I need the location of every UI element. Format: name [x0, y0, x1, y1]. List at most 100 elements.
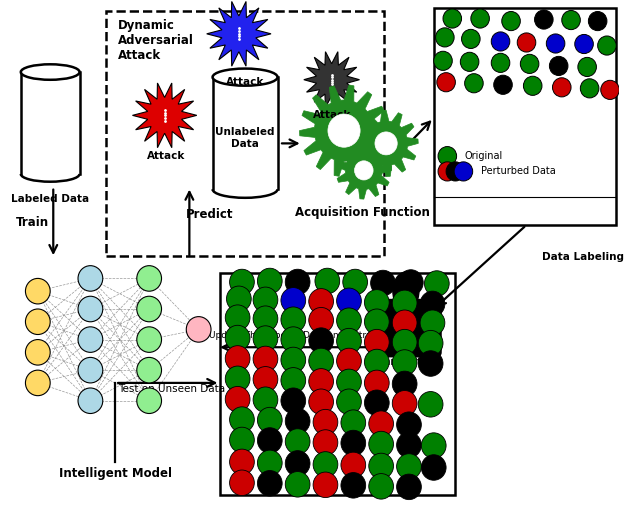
- Ellipse shape: [137, 327, 161, 353]
- Ellipse shape: [137, 388, 161, 413]
- Ellipse shape: [454, 162, 473, 181]
- Text: Test on Unseen Data: Test on Unseen Data: [118, 384, 225, 394]
- Ellipse shape: [225, 305, 250, 331]
- Ellipse shape: [364, 390, 389, 415]
- Ellipse shape: [285, 429, 310, 454]
- Ellipse shape: [186, 317, 211, 342]
- Ellipse shape: [313, 430, 338, 455]
- Ellipse shape: [328, 114, 360, 147]
- Text: Original: Original: [465, 151, 503, 161]
- Ellipse shape: [392, 310, 417, 336]
- Ellipse shape: [392, 390, 417, 416]
- Ellipse shape: [438, 162, 456, 181]
- Ellipse shape: [438, 147, 456, 166]
- Ellipse shape: [230, 269, 254, 295]
- Ellipse shape: [392, 330, 417, 355]
- Ellipse shape: [315, 268, 340, 294]
- Ellipse shape: [308, 368, 333, 394]
- Polygon shape: [336, 142, 392, 199]
- Ellipse shape: [421, 433, 446, 458]
- Ellipse shape: [341, 410, 365, 435]
- Ellipse shape: [337, 369, 362, 394]
- Ellipse shape: [253, 326, 278, 352]
- Ellipse shape: [562, 11, 580, 30]
- Ellipse shape: [137, 266, 161, 291]
- Ellipse shape: [285, 269, 310, 295]
- Text: Perturbed Data: Perturbed Data: [481, 167, 556, 176]
- Ellipse shape: [375, 132, 397, 155]
- Ellipse shape: [397, 474, 421, 500]
- Ellipse shape: [461, 29, 480, 49]
- Ellipse shape: [421, 455, 446, 480]
- Text: Dynamic
Adversarial
Attack: Dynamic Adversarial Attack: [118, 18, 194, 61]
- Ellipse shape: [397, 454, 421, 479]
- Ellipse shape: [78, 266, 103, 291]
- Text: Attack: Attack: [226, 77, 264, 87]
- Ellipse shape: [341, 430, 365, 456]
- Ellipse shape: [364, 330, 389, 355]
- Ellipse shape: [253, 387, 278, 412]
- Ellipse shape: [78, 388, 103, 413]
- Text: Update The Labeled Data and Retrain: Update The Labeled Data and Retrain: [209, 331, 380, 340]
- Ellipse shape: [492, 53, 510, 73]
- Ellipse shape: [355, 161, 373, 180]
- Ellipse shape: [308, 328, 333, 354]
- Ellipse shape: [575, 34, 593, 54]
- Ellipse shape: [230, 470, 254, 496]
- FancyBboxPatch shape: [434, 8, 616, 225]
- Ellipse shape: [308, 308, 333, 333]
- Polygon shape: [304, 52, 360, 108]
- Ellipse shape: [437, 73, 456, 92]
- Ellipse shape: [341, 452, 365, 478]
- Ellipse shape: [588, 12, 607, 31]
- Ellipse shape: [253, 287, 278, 313]
- Ellipse shape: [26, 340, 50, 365]
- Ellipse shape: [534, 10, 553, 29]
- Ellipse shape: [281, 327, 306, 353]
- FancyBboxPatch shape: [212, 77, 278, 189]
- Ellipse shape: [281, 347, 306, 373]
- Ellipse shape: [369, 411, 394, 436]
- Ellipse shape: [369, 431, 394, 457]
- Ellipse shape: [26, 278, 50, 304]
- Ellipse shape: [446, 162, 465, 181]
- Ellipse shape: [313, 452, 338, 477]
- Ellipse shape: [337, 348, 362, 374]
- Ellipse shape: [552, 78, 571, 97]
- Ellipse shape: [257, 471, 282, 496]
- Ellipse shape: [598, 36, 616, 55]
- Text: Acquisition Function: Acquisition Function: [295, 205, 430, 219]
- Text: Intelligent Model: Intelligent Model: [59, 467, 172, 480]
- Ellipse shape: [392, 350, 417, 375]
- Ellipse shape: [26, 370, 50, 396]
- Ellipse shape: [337, 288, 362, 314]
- Ellipse shape: [20, 64, 79, 80]
- Ellipse shape: [257, 450, 282, 476]
- Text: Unlabeled
Data: Unlabeled Data: [215, 127, 275, 149]
- Ellipse shape: [420, 291, 445, 317]
- Ellipse shape: [397, 412, 421, 437]
- Ellipse shape: [547, 34, 565, 53]
- Text: Annotator: Annotator: [376, 357, 436, 367]
- Ellipse shape: [253, 346, 278, 371]
- Polygon shape: [300, 85, 388, 176]
- Ellipse shape: [308, 348, 333, 374]
- Ellipse shape: [337, 389, 362, 414]
- Ellipse shape: [281, 388, 306, 413]
- Text: Attack: Attack: [147, 151, 186, 161]
- Ellipse shape: [369, 474, 394, 499]
- Ellipse shape: [341, 473, 365, 498]
- Ellipse shape: [313, 409, 338, 435]
- Ellipse shape: [26, 309, 50, 335]
- Ellipse shape: [285, 408, 310, 434]
- Ellipse shape: [227, 286, 252, 312]
- Ellipse shape: [337, 329, 362, 354]
- Ellipse shape: [253, 306, 278, 332]
- Polygon shape: [354, 110, 419, 177]
- Ellipse shape: [212, 68, 278, 86]
- Ellipse shape: [257, 428, 282, 453]
- Ellipse shape: [419, 391, 443, 417]
- Ellipse shape: [343, 269, 367, 295]
- Ellipse shape: [364, 349, 389, 375]
- Ellipse shape: [524, 76, 542, 96]
